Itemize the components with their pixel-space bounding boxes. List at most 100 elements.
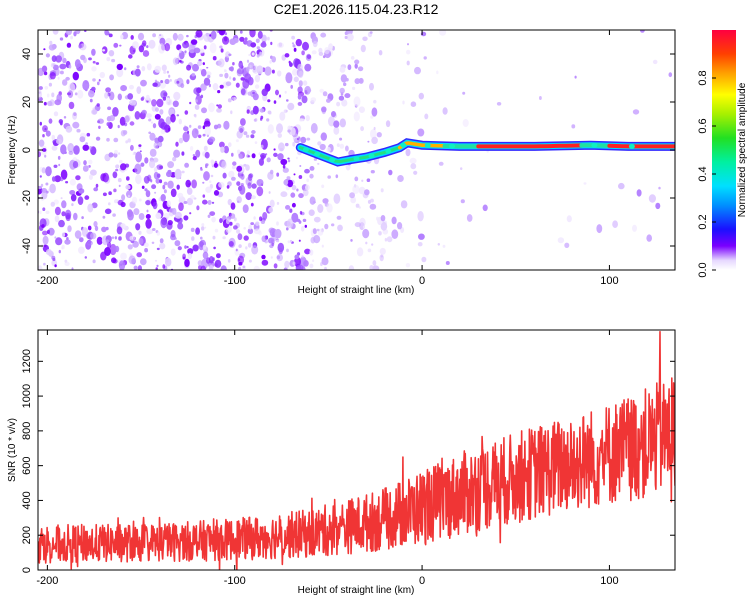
noise-speckle [42,134,45,138]
noise-speckle [159,238,164,244]
noise-speckle [402,100,405,105]
noise-speckle [289,208,293,213]
noise-speckle [367,248,372,253]
noise-speckle [313,158,318,161]
noise-speckle [225,51,231,58]
noise-speckle [356,247,364,257]
noise-speckle [236,181,241,187]
noise-speckle [108,152,114,158]
noise-speckle [258,152,261,156]
noise-speckle [348,265,355,270]
noise-speckle [299,256,307,268]
noise-speckle [442,244,446,248]
noise-speckle [186,79,190,85]
noise-speckle [137,32,145,41]
noise-speckle [224,32,228,36]
noise-speckle [213,190,220,196]
noise-speckle [93,221,98,227]
noise-speckle [148,160,156,169]
noise-speckle [204,226,207,229]
noise-speckle [118,236,122,241]
noise-speckle [47,100,53,107]
noise-speckle [365,241,368,245]
noise-speckle [304,248,311,255]
noise-speckle [88,165,91,168]
noise-speckle [50,63,55,68]
noise-speckle [219,141,225,148]
noise-speckle [289,62,293,67]
noise-speckle [370,170,375,174]
noise-speckle [286,176,291,180]
noise-speckle [206,66,209,69]
colorbar-ticks: 0.0 0.2 0.4 0.6 0.8 [697,70,716,278]
noise-speckle [74,230,82,239]
noise-speckle [136,252,142,258]
noise-speckle [247,91,253,96]
noise-speckle [56,93,62,103]
noise-speckle [210,159,214,164]
noise-speckle [250,202,254,207]
noise-speckle [51,145,58,151]
noise-speckle [371,243,374,246]
noise-speckle [354,78,361,85]
noise-speckle [104,30,109,36]
noise-speckle [116,199,119,202]
noise-speckle [127,138,131,143]
noise-speckle [73,145,80,155]
noise-speckle [119,44,122,47]
noise-speckle [156,264,159,268]
noise-speckle [291,42,295,45]
noise-speckle [58,249,61,254]
noise-speckle [39,210,42,215]
noise-speckle [140,258,147,266]
spectrogram-content [38,30,675,270]
noise-speckle [53,199,59,205]
noise-speckle [409,157,417,164]
noise-speckle [405,263,411,268]
ridge-blob [449,143,456,149]
x-tick-label: -100 [224,275,246,287]
ridge-blob [424,143,431,148]
noise-speckle [277,70,282,77]
noise-speckle [437,243,440,246]
noise-speckle [238,61,243,69]
noise-speckle [266,157,271,163]
noise-speckle [362,36,368,42]
noise-speckle [219,73,224,77]
noise-speckle [42,148,47,152]
noise-speckle [236,229,241,234]
noise-speckle [108,33,113,38]
noise-speckle [47,227,55,236]
noise-speckle [333,193,341,204]
noise-speckle [117,124,120,129]
noise-speckle [138,230,142,235]
noise-speckle [200,265,207,270]
noise-speckle [190,39,198,45]
noise-speckle [67,90,74,98]
noise-speckle [175,141,179,147]
x-tick-label: -200 [36,275,58,287]
noise-speckle [239,36,245,42]
noise-speckle [557,237,565,244]
noise-speckle [225,81,232,86]
noise-speckle [39,121,42,126]
noise-speckle [287,129,291,133]
noise-speckle [126,190,133,198]
noise-speckle [290,84,294,89]
noise-speckle [378,231,382,236]
noise-speckle [378,50,383,56]
noise-speckle [38,151,42,158]
noise-speckle [199,48,205,54]
noise-speckle [97,81,100,86]
noise-speckle [179,59,182,63]
noise-speckle [41,167,46,174]
noise-speckle [176,184,180,190]
noise-speckle [43,101,47,106]
noise-speckle [88,57,92,61]
noise-speckle [289,239,293,243]
x-tick-label: -200 [36,575,58,587]
noise-speckle [223,145,229,154]
noise-speckle [90,169,97,176]
noise-speckle [370,129,377,139]
noise-speckle [129,121,135,126]
